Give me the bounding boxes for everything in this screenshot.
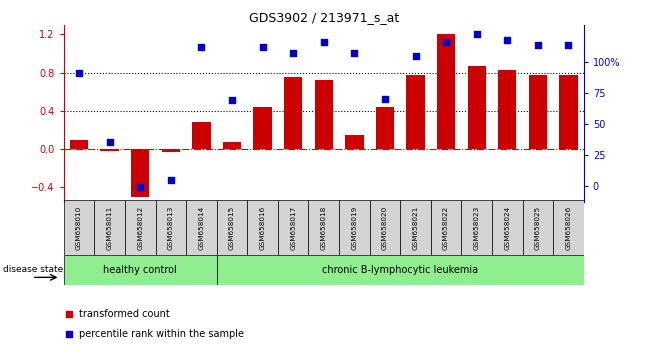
Bar [186,200,217,255]
Bar [284,78,303,149]
Bar [553,200,584,255]
Bar [309,200,339,255]
Bar [400,200,431,255]
Bar [162,149,180,152]
Bar [560,75,578,149]
Point [288,50,299,56]
Bar [339,200,370,255]
Point [74,70,85,75]
Point [135,184,146,190]
Bar [278,200,309,255]
Bar [217,255,584,285]
Bar [468,66,486,149]
Point [166,177,176,183]
Text: GSM658016: GSM658016 [260,205,266,250]
Text: healthy control: healthy control [103,265,177,275]
Text: transformed count: transformed count [79,309,170,319]
Bar [223,142,241,149]
Point [64,311,74,316]
Text: chronic B-lymphocytic leukemia: chronic B-lymphocytic leukemia [322,265,478,275]
Bar [407,75,425,149]
Point [64,331,74,337]
Bar [345,135,364,149]
Bar [125,200,156,255]
Title: GDS3902 / 213971_s_at: GDS3902 / 213971_s_at [249,11,399,24]
Point [502,38,513,43]
Bar [376,107,394,149]
Bar [131,149,150,197]
Point [257,44,268,50]
Point [227,97,238,103]
Text: percentile rank within the sample: percentile rank within the sample [79,329,244,339]
Bar [492,200,523,255]
Text: GSM658014: GSM658014 [199,205,205,250]
Point [563,42,574,48]
Bar [254,107,272,149]
Bar [156,200,186,255]
Bar [437,34,456,149]
Bar [315,80,333,149]
Bar [248,200,278,255]
Text: GSM658010: GSM658010 [76,205,82,250]
Text: GSM658023: GSM658023 [474,205,480,250]
Text: GSM658025: GSM658025 [535,205,541,250]
Text: GSM658012: GSM658012 [137,205,143,250]
Bar [70,139,88,149]
Text: GSM658018: GSM658018 [321,205,327,250]
Text: GSM658013: GSM658013 [168,205,174,250]
Point [349,50,360,56]
Bar [523,200,553,255]
Text: GSM658017: GSM658017 [290,205,296,250]
Bar [462,200,492,255]
Text: GSM658019: GSM658019 [352,205,358,250]
Point [533,42,544,48]
Text: GSM658026: GSM658026 [566,205,572,250]
Bar [101,149,119,151]
Text: GSM658022: GSM658022 [443,205,449,250]
Bar [64,200,95,255]
Point [471,32,482,37]
Text: GSM658020: GSM658020 [382,205,388,250]
Text: disease state: disease state [3,266,64,274]
Bar [192,122,211,149]
Bar [431,200,462,255]
Text: GSM658015: GSM658015 [229,205,235,250]
Bar [370,200,400,255]
Point [410,53,421,59]
Bar [95,200,125,255]
Bar [217,200,248,255]
Bar [498,70,517,149]
Point [380,96,391,102]
Point [318,39,329,45]
Bar [529,75,547,149]
Text: GSM658024: GSM658024 [505,205,511,250]
Bar [64,255,217,285]
Point [441,39,452,45]
Text: GSM658021: GSM658021 [413,205,419,250]
Point [104,139,115,144]
Text: GSM658011: GSM658011 [107,205,113,250]
Point [196,44,207,50]
